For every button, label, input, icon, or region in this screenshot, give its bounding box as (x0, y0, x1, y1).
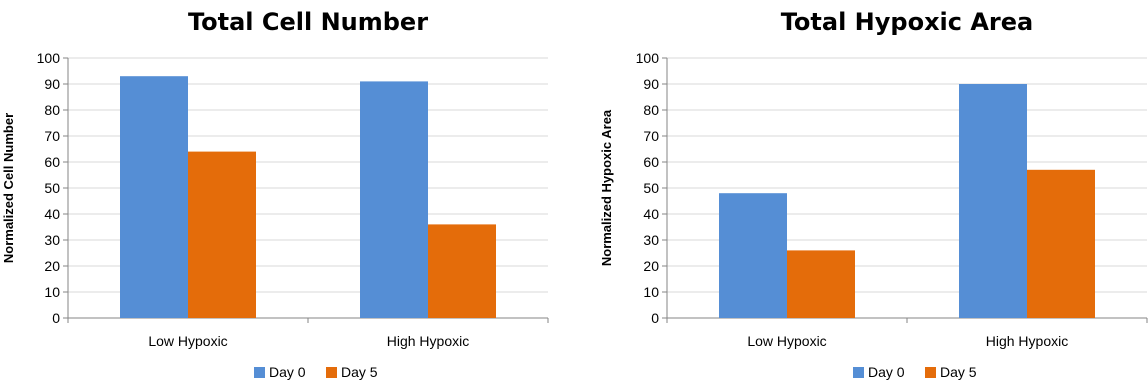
y-tick-label: 50 (44, 180, 60, 196)
x-category-label: High Hypoxic (387, 333, 469, 349)
y-tick-label: 40 (44, 206, 60, 222)
bar-day-5 (428, 224, 496, 318)
bar-day-5 (787, 250, 855, 318)
y-tick-label: 20 (643, 258, 659, 274)
legend-swatch-day-5 (326, 367, 337, 378)
legend-swatch-day-0 (254, 367, 265, 378)
y-tick-label: 100 (636, 50, 660, 66)
y-tick-label: 30 (44, 232, 60, 248)
bar-day-5 (188, 151, 256, 318)
legend-label: Day 5 (940, 364, 977, 380)
chart-title: Total Hypoxic Area (781, 8, 1034, 36)
y-tick-label: 60 (643, 154, 659, 170)
chart-title: Total Cell Number (188, 8, 428, 36)
bar-day-0 (959, 84, 1027, 318)
x-category-label: High Hypoxic (986, 333, 1068, 349)
y-tick-label: 0 (651, 310, 659, 326)
x-category-label: Low Hypoxic (148, 333, 227, 349)
bar-day-0 (120, 76, 188, 318)
legend-swatch-day-0 (853, 367, 864, 378)
bar-day-0 (360, 81, 428, 319)
y-tick-label: 10 (643, 284, 659, 300)
y-tick-label: 10 (44, 284, 60, 300)
hypoxic-area-chart: Total Hypoxic Area 0 10 20 30 40 50 60 70 80 90 100… (599, 8, 1148, 380)
y-tick-label: 0 (52, 310, 60, 326)
y-tick-label: 30 (643, 232, 659, 248)
y-tick-label: 40 (643, 206, 659, 222)
bar-day-5 (1027, 169, 1095, 318)
y-tick-label: 60 (44, 154, 60, 170)
x-category-label: Low Hypoxic (747, 333, 826, 349)
y-tick-label: 70 (643, 128, 659, 144)
legend-swatch-day-5 (925, 367, 936, 378)
y-axis-label: Normalized Cell Number (1, 113, 16, 263)
y-tick-label: 90 (643, 76, 659, 92)
legend-label: Day 0 (868, 364, 905, 380)
y-axis-label: Normalized Hypoxic Area (599, 109, 614, 266)
cell-number-chart: Total Cell Number 0 10 20 30 40 50 60 70 80 90 100 N… (1, 8, 549, 380)
y-tick-label: 90 (44, 76, 60, 92)
bar-day-0 (719, 193, 787, 318)
y-tick-label: 100 (37, 50, 61, 66)
y-tick-label: 70 (44, 128, 60, 144)
legend-label: Day 0 (269, 364, 306, 380)
y-tick-label: 20 (44, 258, 60, 274)
legend-label: Day 5 (341, 364, 378, 380)
y-tick-label: 50 (643, 180, 659, 196)
y-tick-label: 80 (44, 102, 60, 118)
y-tick-label: 80 (643, 102, 659, 118)
